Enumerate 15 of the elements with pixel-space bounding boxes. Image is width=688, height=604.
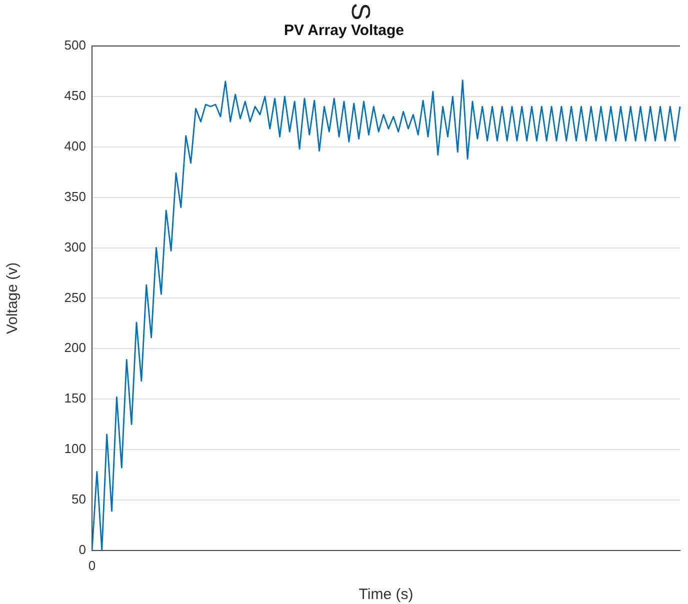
y-tick-label: 200 <box>64 340 86 356</box>
y-tick-label: 400 <box>64 138 86 154</box>
y-tick-label: 500 <box>64 38 86 53</box>
y-axis-title: Voltage (v) <box>4 262 22 334</box>
y-tick-label: 300 <box>64 239 86 254</box>
y-tick-label: 450 <box>64 88 86 104</box>
y-tick-label: 100 <box>64 441 86 456</box>
y-tick-label: 0 <box>78 542 86 557</box>
y-tick-label: 350 <box>64 188 86 204</box>
x-axis-title: Time (s) <box>358 586 414 604</box>
y-tick-label: 150 <box>64 390 86 406</box>
y-tick-label: 50 <box>72 492 86 507</box>
chart-title: PV Array Voltage <box>284 22 404 40</box>
text: S <box>345 2 376 20</box>
y-tick-label: 250 <box>64 290 86 305</box>
